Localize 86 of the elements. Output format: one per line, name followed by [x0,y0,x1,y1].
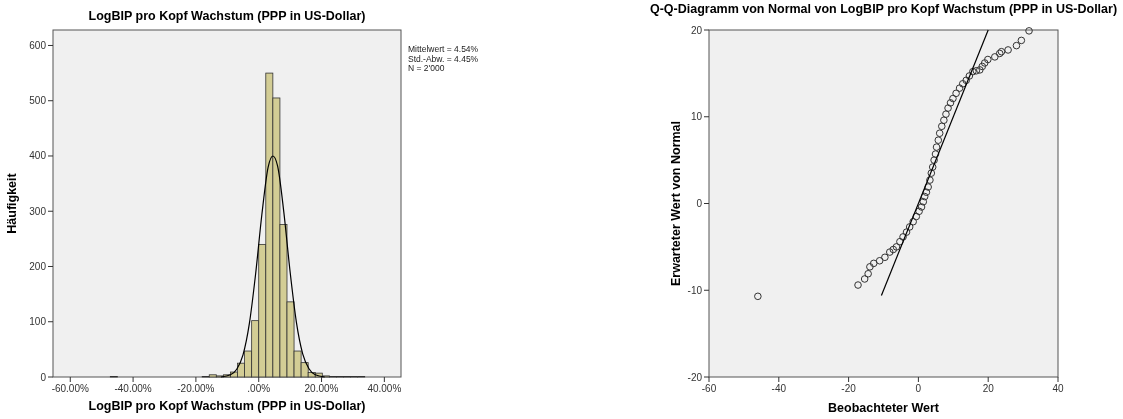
y-tick-label: 10 [690,111,703,123]
y-tick-label: 600 [29,39,47,51]
x-tick-label: -20.00% [177,383,215,394]
point [881,253,889,262]
point [754,292,762,301]
point [860,275,869,283]
x-axis-title: LogBIP pro Kopf Wachstum (PPP in US-Dollar) [88,399,366,413]
chart-title: Q-Q-Diagramm von Normal von LogBIP pro Kopf Wachstum (PPP in US-Dollar) [649,2,1118,16]
point [949,94,957,103]
point [896,237,904,246]
point [935,129,944,138]
point [875,256,884,265]
x-tick-label: -20 [841,383,857,394]
chart-title: LogBIP pro Kopf Wachstum (PPP in US-Dollar) [88,9,366,23]
x-tick-label: 0 [915,383,922,394]
point [924,183,932,191]
point [940,116,948,125]
point [937,122,946,131]
point [899,233,907,241]
point [965,72,974,80]
text: N = 2'000 [408,63,445,73]
point [1012,41,1021,50]
x-tick-label: .00% [247,383,271,394]
x-tick-label: -60 [701,383,717,394]
y-tick-label: -10 [687,284,703,296]
point [854,281,862,289]
point [1025,27,1033,35]
point [922,188,931,197]
y-tick-label: 20 [690,24,703,36]
y-tick-label: 100 [29,316,47,328]
y-tick-label: -20 [687,371,703,383]
text: Std.-Abw. = 4.45% [408,53,479,64]
point [902,228,911,236]
y-tick-label: 0 [696,198,703,209]
x-tick-label: 40.00% [367,383,402,394]
point [978,62,987,71]
point [866,263,874,271]
point [972,66,981,75]
x-axis-title: Beobachteter Wert [828,401,940,415]
y-axis-title: Häufigkeit [5,172,19,234]
point [926,176,934,184]
point [927,169,936,177]
point [955,84,964,92]
point [909,217,917,226]
y-tick-label: 200 [29,260,47,272]
x-tick-label: 40 [1052,383,1064,394]
point [969,67,977,76]
point [958,79,967,88]
point [905,223,914,231]
x-tick-label: 20.00% [304,383,339,394]
y-tick-label: 500 [29,95,47,107]
text: Mittelwert = 4.54% [408,44,479,54]
point [869,259,878,268]
point [885,248,894,256]
y-tick-label: 0 [40,371,47,383]
point [1017,36,1026,45]
y-tick-label: 300 [29,205,47,217]
point [920,192,929,201]
point [864,269,872,278]
point [976,66,984,74]
point [962,76,971,85]
point [934,136,943,144]
y-tick-label: 400 [29,150,47,162]
point [952,89,960,98]
point [942,110,950,118]
point [915,207,923,216]
x-tick-label: 20 [982,383,995,394]
point [931,150,940,158]
point [892,243,901,251]
point [912,212,921,221]
point [919,197,928,206]
x-tick-label: -60.00% [51,383,89,394]
point [946,99,955,107]
x-tick-label: -40 [771,383,787,394]
point [944,104,952,112]
point [930,156,938,164]
point [980,59,989,67]
point [928,163,937,171]
point [889,245,898,254]
y-axis-title: Erwarteter Wert von Normal [669,120,683,287]
point [984,55,992,64]
x-tick-label: -40.00% [114,383,152,394]
point [1004,46,1012,54]
point [932,143,941,151]
point [917,203,926,211]
point [991,53,999,61]
